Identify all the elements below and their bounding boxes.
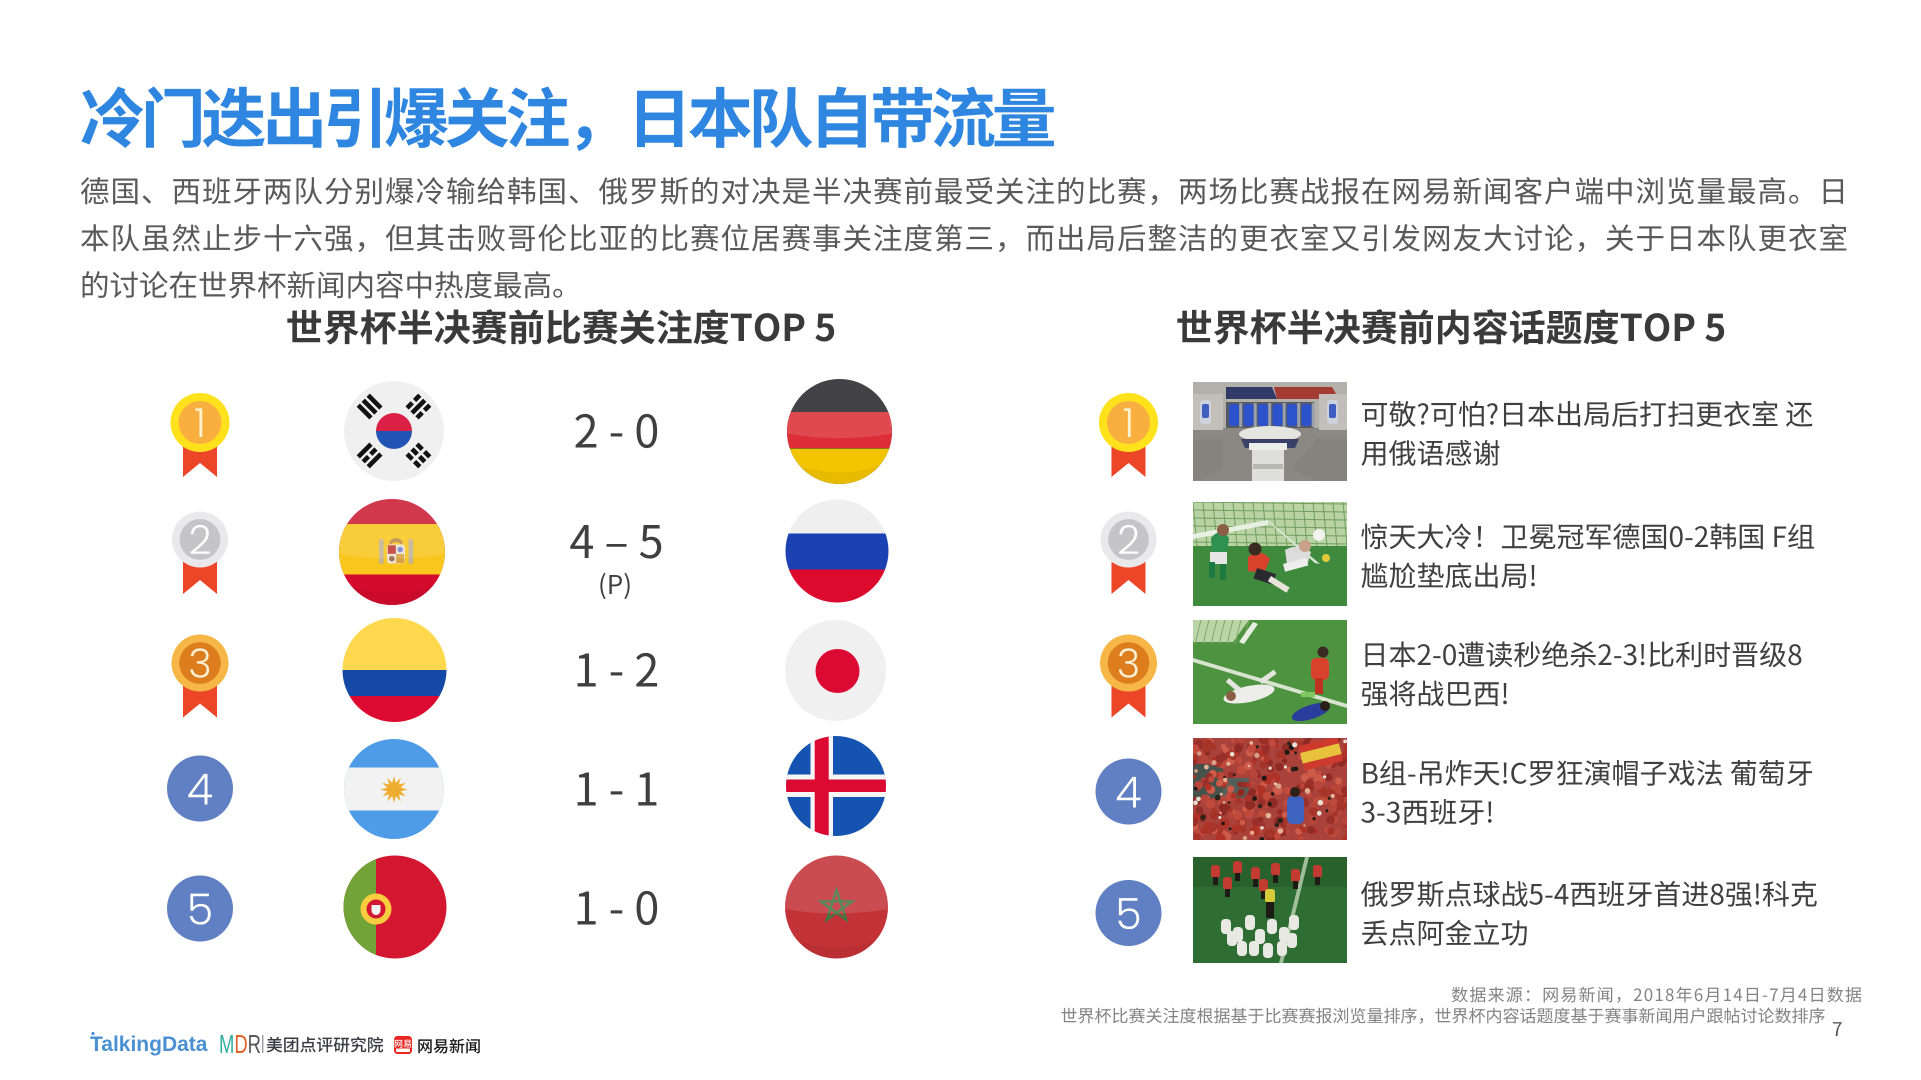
svg-text:MDR: MDR: [219, 1029, 261, 1059]
svg-text:TalkingData: TalkingData: [90, 1033, 208, 1056]
